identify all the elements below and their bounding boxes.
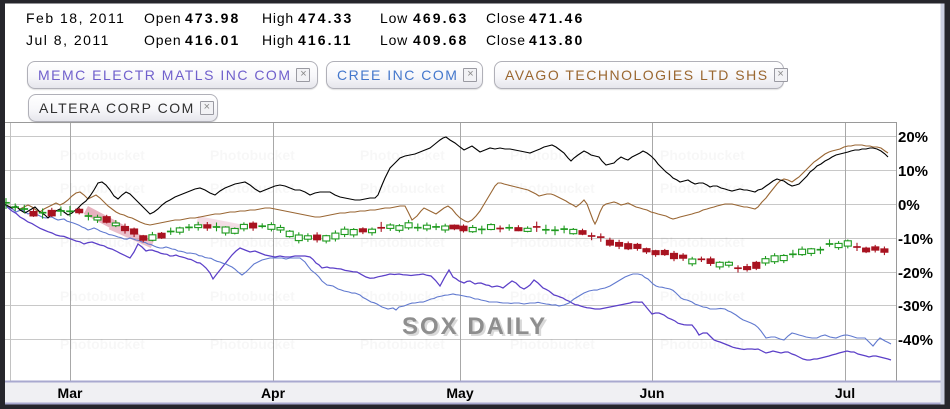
svg-text:Photobucket: Photobucket xyxy=(510,234,595,250)
svg-text:Photobucket: Photobucket xyxy=(510,147,595,163)
svg-text:Jun: Jun xyxy=(640,385,665,401)
svg-text:Photobucket: Photobucket xyxy=(60,336,145,352)
svg-text:Photobucket: Photobucket xyxy=(60,288,145,304)
svg-text:10%: 10% xyxy=(898,163,928,180)
svg-text:Photobucket: Photobucket xyxy=(660,234,745,250)
svg-text:Photobucket: Photobucket xyxy=(210,288,295,304)
svg-text:Photobucket: Photobucket xyxy=(660,336,745,352)
svg-text:Photobucket: Photobucket xyxy=(660,180,745,196)
svg-text:Photobucket: Photobucket xyxy=(210,147,295,163)
svg-text:Photobucket: Photobucket xyxy=(660,147,745,163)
svg-text:Mar: Mar xyxy=(58,385,83,401)
svg-text:May: May xyxy=(446,385,473,401)
svg-text:-40%: -40% xyxy=(898,332,933,349)
svg-text:Photobucket: Photobucket xyxy=(360,147,445,163)
svg-text:0%: 0% xyxy=(898,197,920,214)
svg-text:SOX DAILY: SOX DAILY xyxy=(402,313,547,340)
svg-text:Photobucket: Photobucket xyxy=(360,234,445,250)
svg-text:SOX DAILY: SOX DAILY xyxy=(404,315,549,342)
svg-text:Photobucket: Photobucket xyxy=(510,180,595,196)
svg-text:Photobucket: Photobucket xyxy=(60,147,145,163)
svg-text:-10%: -10% xyxy=(898,231,933,248)
svg-text:Apr: Apr xyxy=(261,385,286,401)
svg-text:Jul: Jul xyxy=(835,385,855,401)
svg-text:20%: 20% xyxy=(898,129,928,146)
svg-text:Photobucket: Photobucket xyxy=(510,288,595,304)
svg-text:Photobucket: Photobucket xyxy=(360,288,445,304)
svg-text:-30%: -30% xyxy=(898,298,933,315)
svg-text:Photobucket: Photobucket xyxy=(360,180,445,196)
svg-text:Photobucket: Photobucket xyxy=(210,180,295,196)
svg-text:Photobucket: Photobucket xyxy=(210,234,295,250)
svg-text:-20%: -20% xyxy=(898,265,933,282)
svg-text:Photobucket: Photobucket xyxy=(210,336,295,352)
